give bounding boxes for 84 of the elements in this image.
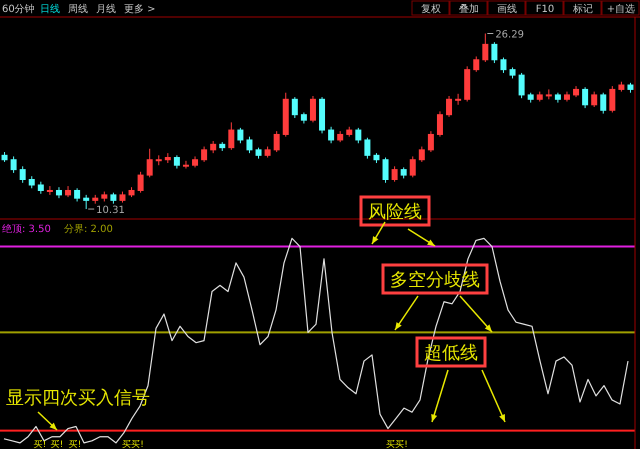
text: 分界: 2.00 bbox=[64, 223, 113, 235]
candlestick bbox=[138, 171, 144, 194]
candlestick bbox=[554, 92, 561, 104]
candlestick bbox=[573, 86, 580, 98]
candlestick bbox=[2, 152, 8, 162]
candlestick bbox=[28, 176, 35, 189]
candlestick bbox=[110, 192, 116, 204]
candlestick bbox=[337, 130, 344, 143]
candlestick bbox=[528, 92, 534, 104]
candlestick bbox=[382, 157, 389, 184]
candlestick bbox=[618, 81, 624, 92]
annotation: 买! bbox=[68, 439, 82, 449]
text: 绝顶: 3.50 bbox=[2, 223, 51, 235]
candlestick bbox=[10, 156, 17, 174]
candlestick bbox=[65, 186, 72, 198]
candlestick bbox=[256, 147, 262, 160]
candlestick bbox=[546, 88, 552, 100]
candlestick bbox=[436, 110, 443, 138]
candlestick bbox=[274, 130, 280, 153]
candlestick bbox=[500, 57, 506, 74]
candlestick bbox=[428, 130, 434, 153]
annotation: 10.31 bbox=[96, 205, 125, 216]
text: 周线 bbox=[68, 3, 88, 15]
candlestick bbox=[119, 191, 126, 204]
candlestick bbox=[536, 91, 543, 102]
annotation: 买! bbox=[50, 439, 64, 449]
candlestick bbox=[355, 127, 362, 144]
candlestick bbox=[346, 126, 352, 138]
candlestick bbox=[101, 191, 108, 202]
candlestick bbox=[591, 91, 598, 108]
text: 更多 > bbox=[124, 3, 156, 15]
annotation: 买! bbox=[34, 439, 46, 449]
text: +自选 bbox=[606, 3, 636, 15]
candlestick bbox=[600, 92, 606, 114]
candlestick bbox=[491, 42, 498, 64]
candlestick bbox=[246, 136, 252, 154]
text: 月线 bbox=[96, 3, 116, 15]
text: 日线 bbox=[40, 3, 60, 15]
candlestick bbox=[455, 93, 462, 106]
candlestick bbox=[627, 82, 634, 94]
candlestick bbox=[38, 181, 44, 194]
candlestick bbox=[264, 146, 271, 158]
candlestick bbox=[410, 156, 416, 178]
candlestick bbox=[146, 148, 153, 178]
candlestick bbox=[83, 194, 90, 210]
annotation: 买买! bbox=[386, 439, 408, 449]
annotation: 买买! bbox=[122, 439, 144, 449]
candlestick bbox=[292, 96, 298, 118]
annotation: 26.29 bbox=[495, 30, 524, 40]
candlestick bbox=[164, 152, 171, 164]
candlestick bbox=[201, 146, 208, 162]
candlestick bbox=[156, 154, 162, 166]
text: 叠加 bbox=[459, 3, 479, 15]
candlestick bbox=[400, 166, 407, 179]
candlestick bbox=[364, 137, 370, 160]
annotation: 风险线 bbox=[368, 201, 422, 222]
candlestick bbox=[482, 33, 488, 62]
candlestick bbox=[228, 122, 234, 150]
text: 画线 bbox=[497, 3, 517, 15]
candlestick bbox=[518, 72, 525, 99]
candlestick bbox=[174, 154, 180, 170]
candlestick bbox=[237, 127, 244, 144]
candlestick bbox=[74, 188, 80, 202]
text: 复权 bbox=[421, 3, 441, 15]
candlestick bbox=[310, 96, 316, 123]
candlestick bbox=[20, 166, 26, 184]
candlestick bbox=[582, 86, 588, 109]
text: F10 bbox=[536, 4, 554, 15]
candlestick bbox=[392, 166, 398, 182]
candlestick bbox=[192, 156, 198, 168]
candlestick bbox=[510, 66, 516, 79]
candlestick bbox=[373, 152, 380, 164]
text: 60分钟 bbox=[2, 3, 35, 15]
candlestick bbox=[128, 186, 135, 198]
candlestick bbox=[609, 86, 616, 113]
candlestick bbox=[473, 56, 480, 72]
candlestick bbox=[56, 186, 62, 199]
candlestick bbox=[446, 96, 452, 118]
candlestick bbox=[328, 126, 334, 144]
candlestick bbox=[418, 146, 425, 162]
candlestick bbox=[210, 140, 216, 154]
candlestick bbox=[300, 112, 307, 124]
candlestick bbox=[564, 91, 570, 102]
text: 标记 bbox=[572, 3, 593, 15]
